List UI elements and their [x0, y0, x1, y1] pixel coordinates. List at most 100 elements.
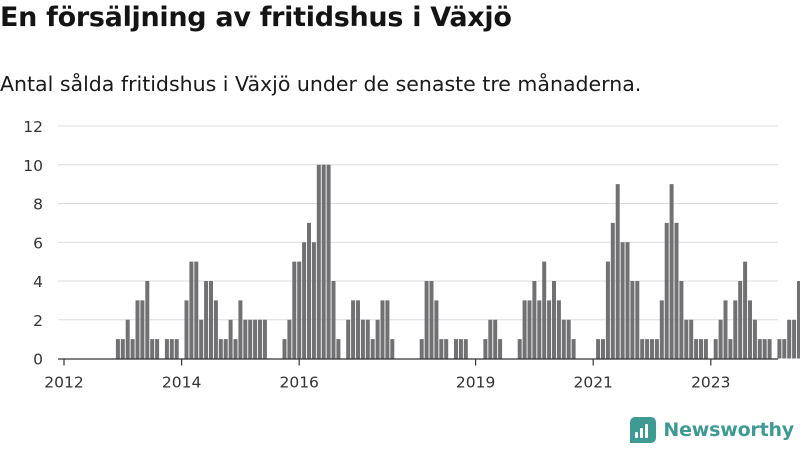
bar: [130, 339, 135, 359]
bar: [169, 339, 174, 359]
bar: [615, 184, 620, 359]
bar: [145, 281, 150, 359]
bar: [454, 339, 458, 359]
bar: [542, 261, 547, 359]
bar: [792, 319, 797, 359]
bar: [390, 339, 395, 359]
bar: [605, 261, 610, 359]
bar: [650, 339, 654, 359]
bar: [199, 319, 204, 359]
bar: [537, 300, 542, 359]
bar: [444, 339, 449, 359]
chart-subtitle: Antal sålda fritidshus i Växjö under de …: [0, 72, 642, 96]
bar: [723, 300, 728, 359]
y-tick-label: 4: [33, 273, 43, 291]
bar: [434, 300, 439, 359]
y-tick-label: 8: [33, 196, 43, 214]
bar: [458, 339, 463, 359]
bar: [488, 319, 493, 359]
bar: [552, 281, 556, 359]
chart-title: En försäljning av fritidshus i Växjö: [0, 2, 512, 33]
bar: [699, 339, 703, 359]
bar: [689, 319, 694, 359]
bar: [331, 281, 336, 359]
y-tick-label: 0: [33, 351, 43, 369]
y-tick-label: 2: [33, 312, 43, 330]
bar: [336, 339, 341, 359]
bar: [297, 261, 302, 359]
bar: [743, 261, 748, 359]
bar: [684, 319, 689, 359]
bar: [463, 339, 468, 359]
bar: [302, 242, 307, 359]
bar: [155, 339, 160, 359]
bar: [223, 339, 228, 359]
bar: [620, 242, 625, 359]
y-tick-label: 12: [23, 118, 43, 136]
bar: [365, 319, 370, 359]
bar: [601, 339, 605, 359]
bar: [527, 300, 532, 359]
bar: [316, 164, 321, 359]
bar: [566, 319, 571, 359]
x-tick-label: 2016: [279, 374, 318, 392]
bar: [596, 339, 601, 359]
bar: [326, 164, 331, 359]
bar: [654, 339, 659, 359]
bar: [380, 300, 385, 359]
bar: [556, 300, 561, 359]
bar: [243, 319, 248, 359]
brand-logo: Newsworthy: [630, 416, 794, 444]
bar: [625, 242, 630, 359]
bar: [385, 300, 390, 359]
bar: [424, 281, 429, 359]
bar: [135, 300, 140, 359]
bar: [718, 319, 723, 359]
bar: [439, 339, 444, 359]
bar: [292, 261, 297, 359]
bar: [610, 222, 615, 359]
bar: [762, 339, 767, 359]
bar: [787, 319, 792, 359]
bar: [679, 281, 684, 359]
bar: [713, 339, 718, 359]
bar: [645, 339, 650, 359]
bar: [194, 261, 199, 359]
bar: [164, 339, 169, 359]
bar: [738, 281, 743, 359]
bar: [703, 339, 708, 359]
bar: [351, 300, 356, 359]
bar: [356, 300, 360, 359]
bar: [782, 339, 787, 359]
bar: [635, 281, 640, 359]
bar: [797, 281, 800, 359]
bar: [120, 339, 125, 359]
bar: [209, 281, 213, 359]
bar: [233, 339, 238, 359]
bar: [547, 300, 552, 359]
bar: [174, 339, 179, 359]
bar: [659, 300, 664, 359]
x-tick-label: 2023: [691, 374, 730, 392]
bar: [532, 281, 537, 359]
bar: [311, 242, 316, 359]
x-tick-label: 2021: [573, 374, 612, 392]
bar: [419, 339, 424, 359]
bar: [140, 300, 145, 359]
bar: [150, 339, 155, 359]
bar: [777, 339, 782, 359]
bar: [238, 300, 243, 359]
x-tick-label: 2014: [162, 374, 201, 392]
bar: [429, 281, 434, 359]
bar: [664, 222, 669, 359]
x-tick-label: 2012: [44, 374, 83, 392]
bar: [498, 339, 503, 359]
bar: [571, 339, 576, 359]
y-tick-label: 10: [23, 157, 43, 175]
bar: [493, 319, 498, 359]
bar: [757, 339, 762, 359]
bar: [561, 319, 566, 359]
bar: [253, 319, 258, 359]
bar: [282, 339, 287, 359]
bar: [189, 261, 194, 359]
